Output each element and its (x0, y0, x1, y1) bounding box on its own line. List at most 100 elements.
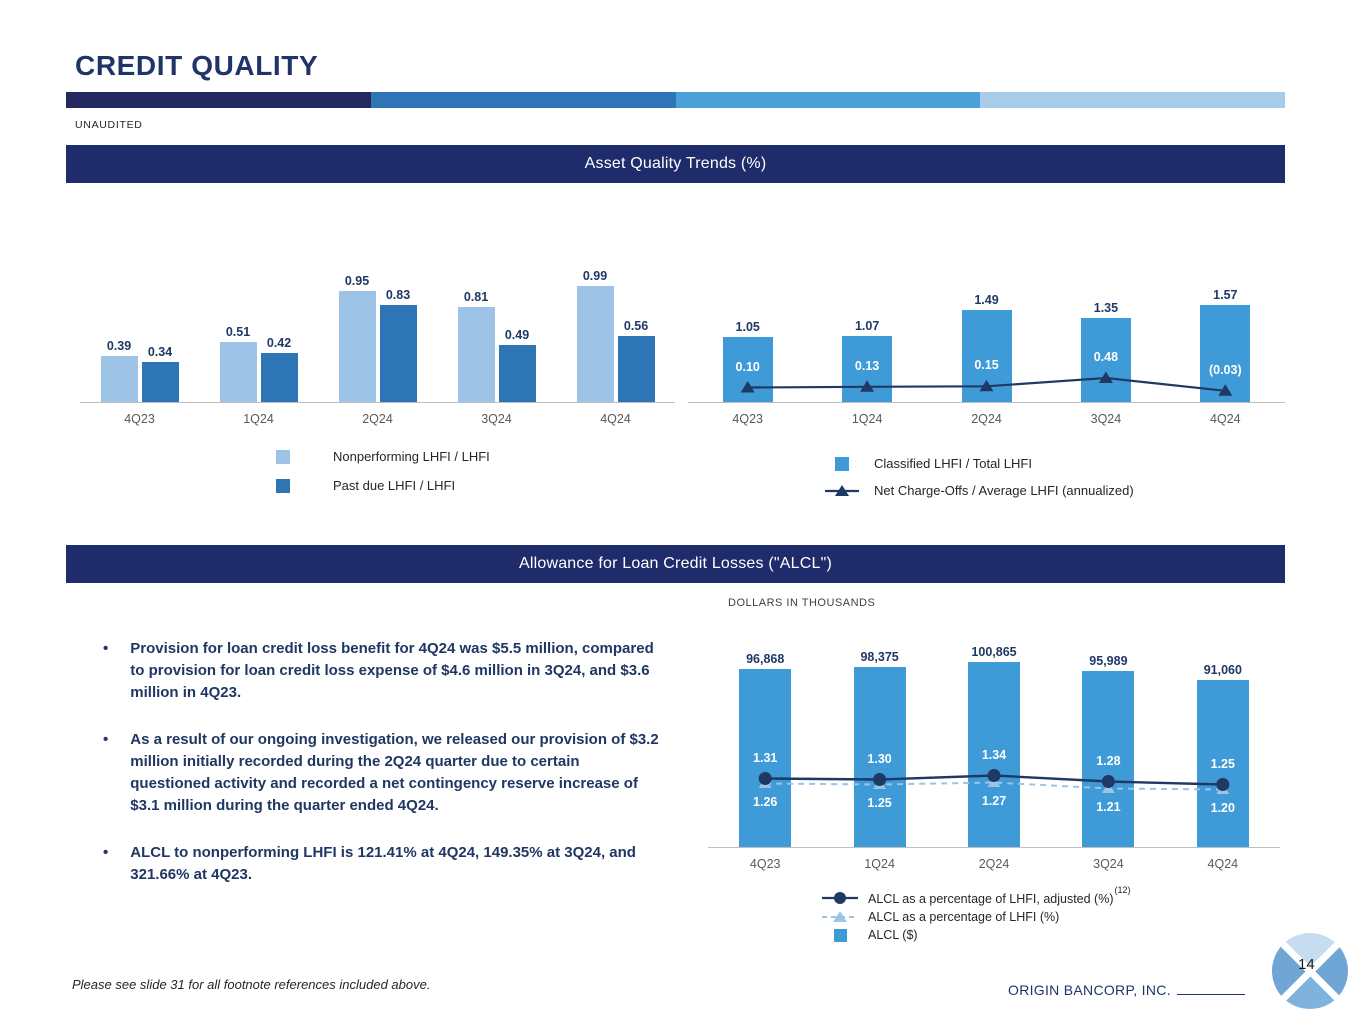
bullet-dot: • (103, 731, 109, 749)
x-axis-label: 4Q24 (1210, 412, 1241, 426)
banner-title: Allowance for Loan Credit Losses ("ALCL"… (518, 555, 833, 572)
accent-segment-2 (370, 92, 676, 108)
bar (219, 342, 257, 402)
alcl-chart: 96,868 98,375 100,865 95,989 91,060 1.31 1.30… (708, 632, 1280, 871)
chart2-plot-area: 1.05 1.07 1.49 1.35 1.57 (688, 238, 1285, 403)
legend-label: ALCL as a percentage of LHFI (%) (868, 910, 1060, 925)
legend-label: Nonperforming LHFI / LHFI (333, 449, 490, 464)
title-accent-bar (66, 92, 1285, 108)
bar-value-label: 96,868 (746, 652, 785, 666)
bar-group: 100,865 (937, 645, 1051, 847)
bar (338, 291, 376, 402)
legend-label: ALCL ($) (868, 928, 918, 943)
x-axis-label: 2Q24 (362, 412, 393, 426)
bar-cell: 1.49 (961, 293, 1012, 402)
bar-value-label: 0.99 (582, 269, 608, 283)
x-axis-label: 4Q23 (124, 412, 155, 426)
bar (260, 353, 298, 402)
x-axis-label: 3Q24 (1093, 857, 1124, 871)
chart3-x-axis: 4Q23 1Q24 2Q24 3Q24 4Q24 (708, 857, 1280, 871)
legend-item-chargeoffs: Net Charge-Offs / Average LHFI (annualiz… (824, 483, 1134, 498)
page-title: CREDIT QUALITY (75, 50, 319, 81)
chart1-x-axis: 4Q23 1Q24 2Q24 3Q24 4Q24 (80, 412, 675, 426)
bar-cell: 0.51 (219, 325, 257, 402)
bar-cell: 100,865 (968, 645, 1021, 847)
bullet-text: ALCL to nonperforming LHFI is 121.41% at… (130, 844, 636, 883)
bullet-item: • ALCL to nonperforming LHFI is 121.41% … (103, 842, 661, 886)
line-value-label: (0.03) (1208, 362, 1242, 377)
x-axis-label: 2Q24 (978, 857, 1010, 871)
bar-group: 0.39 0.34 (80, 339, 199, 402)
unaudited-label: UNAUDITED (75, 119, 143, 131)
bar (961, 310, 1012, 402)
bar-value-label: 0.51 (225, 325, 251, 339)
bar (1082, 671, 1135, 847)
bar-group: 91,060 (1166, 663, 1280, 847)
x-axis-label: 4Q24 (600, 412, 631, 426)
bar-cell: 98,375 (853, 650, 906, 847)
bar-value-label: 1.35 (1093, 301, 1119, 315)
bar (576, 286, 614, 402)
bar-group: 0.95 0.83 (318, 274, 437, 402)
line-value-label: 0.15 (974, 358, 999, 373)
footnote-ref: (12) (1114, 885, 1131, 895)
accent-segment-3 (675, 92, 981, 108)
line-value-label: 1.25 (867, 795, 892, 810)
line-value-label: 1.21 (1096, 799, 1121, 814)
page-number: 14 (1298, 956, 1315, 973)
section-banner-asset-quality: Asset Quality Trends (%) (66, 145, 1285, 183)
legend-label: Net Charge-Offs / Average LHFI (annualiz… (874, 483, 1134, 498)
line-triangle-marker-icon (824, 484, 860, 498)
classified-lhfi-chart: 1.05 1.07 1.49 1.35 1.57 0.10 0.13 0.15 0.48 (0.… (688, 238, 1285, 426)
x-axis-label: 1Q24 (851, 412, 883, 426)
bar-value-label: 0.34 (147, 345, 173, 359)
company-name: ORIGIN BANCORP, INC. (1008, 982, 1245, 998)
x-axis-label: 1Q24 (864, 857, 895, 871)
bar-cell: 95,989 (1082, 654, 1135, 847)
legend-item-pastdue: Past due LHFI / LHFI (276, 478, 490, 493)
bar-value-label: 1.05 (735, 320, 760, 334)
bar (617, 336, 655, 402)
line-value-label: 0.10 (735, 359, 760, 374)
bar (1196, 680, 1249, 847)
bullet-text: Provision for loan credit loss benefit f… (130, 640, 654, 701)
bullet-text: As a result of our ongoing investigation… (130, 731, 659, 814)
bar (100, 356, 138, 402)
bar (1200, 305, 1251, 402)
chart2-legend: Classified LHFI / Total LHFI Net Charge-… (824, 456, 1134, 498)
bar-group: 95,989 (1051, 654, 1165, 847)
bar-value-label: 0.95 (344, 274, 370, 288)
line-value-label: 0.13 (854, 358, 880, 373)
legend-swatch-wrap (824, 456, 860, 471)
line-value-label: 1.34 (981, 747, 1007, 762)
bar-group: 96,868 (708, 652, 822, 847)
bullet-item: • Provision for loan credit loss benefit… (103, 638, 661, 703)
line-circle-marker-icon (822, 891, 858, 905)
company-label: ORIGIN BANCORP, INC. (1008, 982, 1171, 998)
chart3-legend: ALCL as a percentage of LHFI, adjusted (… (822, 885, 1131, 942)
legend-swatch-wrap (822, 928, 858, 942)
banner-title: Asset Quality Trends (%) (584, 155, 767, 172)
bar-value-label: 91,060 (1203, 663, 1242, 677)
chart3-plot-area: 96,868 98,375 100,865 95,989 91,060 (708, 632, 1280, 848)
x-axis-label: 4Q23 (732, 412, 763, 426)
line-value-label: 1.27 (981, 793, 1007, 808)
bar-cell: 0.81 (457, 290, 495, 402)
bar-value-label: 0.42 (266, 336, 292, 350)
bar-value-label: 95,989 (1089, 654, 1128, 668)
legend-swatch-pastdue (276, 478, 290, 493)
bar (498, 345, 536, 402)
bar-value-label: 98,375 (860, 650, 899, 664)
x-axis-label: 4Q23 (749, 857, 781, 871)
bullet-item: • As a result of our ongoing investigati… (103, 729, 661, 816)
bar-cell: 0.49 (498, 328, 536, 402)
company-underline (1176, 982, 1245, 995)
legend-label: Past due LHFI / LHFI (333, 478, 456, 493)
bar-cell: 0.83 (379, 288, 417, 402)
chart2-x-axis: 4Q23 1Q24 2Q24 3Q24 4Q24 (688, 412, 1285, 426)
line-value-label: 1.31 (753, 750, 778, 765)
bar-group: 1.57 (1166, 288, 1285, 402)
legend-item-alcl-dollars: ALCL ($) (822, 928, 1131, 942)
bullet-dot: • (103, 844, 109, 862)
bar-value-label: 0.81 (463, 290, 489, 304)
